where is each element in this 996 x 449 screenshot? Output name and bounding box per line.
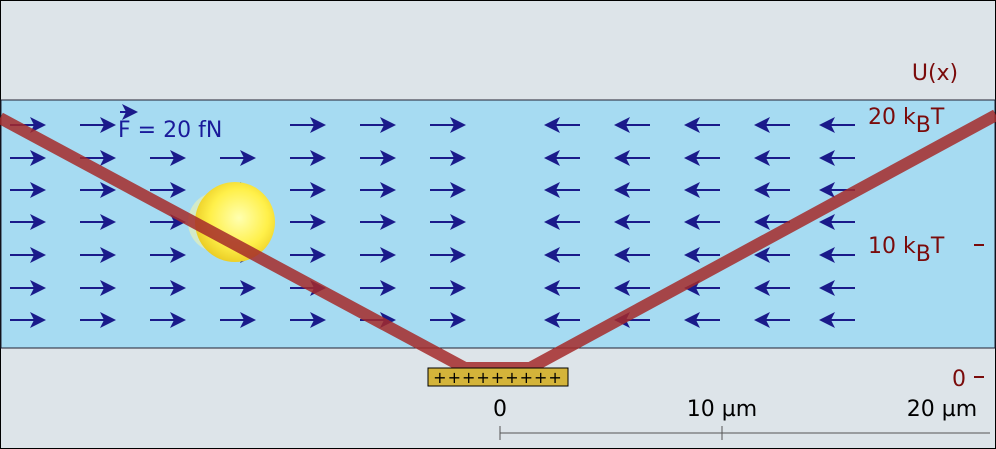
electrode bbox=[427, 367, 569, 387]
position-tick: 0 bbox=[493, 397, 507, 422]
tick-unit: T bbox=[930, 234, 945, 259]
force-label: F = 20 fN bbox=[118, 118, 222, 143]
tick-value: 20 k bbox=[868, 105, 916, 130]
energy-tick-20: 20 kBT bbox=[868, 105, 945, 138]
tick-value: 10 k bbox=[868, 234, 916, 259]
force-arrows bbox=[10, 117, 855, 328]
tick-unit: T bbox=[930, 105, 945, 130]
force-value: = 20 fN bbox=[138, 118, 223, 143]
force-symbol: F bbox=[118, 118, 131, 143]
electrode-charge: +++++++++ bbox=[433, 368, 563, 387]
bead bbox=[195, 182, 275, 262]
position-tick: 20 µm bbox=[907, 397, 977, 422]
energy-tick-10: 10 kBT bbox=[868, 234, 945, 267]
tick-subscript: B bbox=[916, 242, 931, 267]
potential-label: U(x) bbox=[912, 61, 958, 86]
tick-subscript: B bbox=[916, 113, 931, 138]
energy-tick-0: 0 bbox=[952, 367, 966, 392]
position-tick: 10 µm bbox=[687, 397, 757, 422]
